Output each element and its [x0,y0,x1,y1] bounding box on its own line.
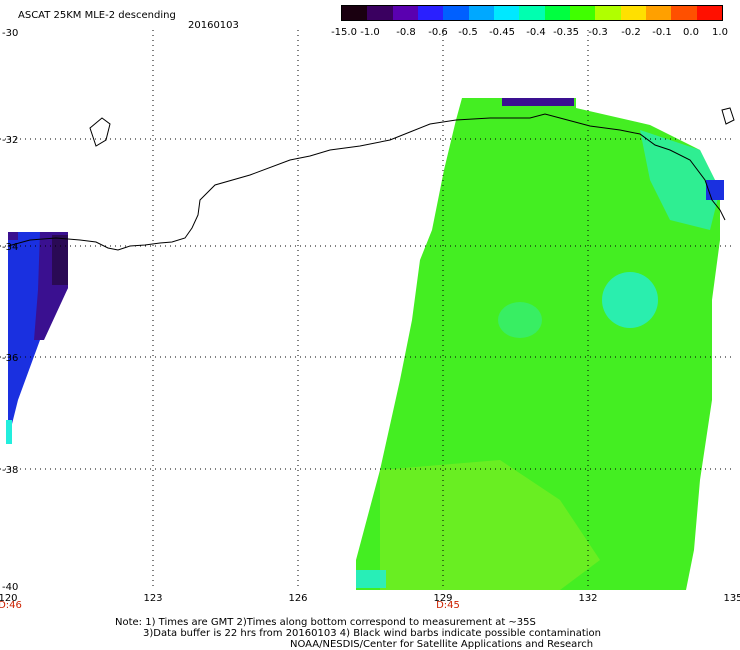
coastline [7,113,726,251]
lon-label: 126 [288,593,307,604]
color-swatch-5 [468,6,494,20]
island-east-coastline [721,107,735,125]
color-swatch-10 [595,6,621,20]
color-swatch-2 [392,6,418,20]
lon-label: 135 [723,593,740,604]
product-title: ASCAT 25KM MLE-2 descending [18,10,176,21]
color-swatch-12 [645,6,672,20]
color-scale-label: -0.8 [396,27,416,38]
color-scale-label: 1.0 [712,27,728,38]
swath-east-cyan-eddy [602,272,658,328]
lon-label: 129 [433,593,452,604]
color-scale-label: -15.0 [331,27,357,38]
lat-label: -34 [2,242,18,253]
color-scale-label: -0.2 [621,27,641,38]
lat-label: -36 [2,353,18,364]
color-swatch-6 [493,6,520,20]
note-line-2: 3)Data buffer is 22 hrs from 20160103 4)… [143,628,601,639]
color-scale-label: 0.0 [683,27,699,38]
swath-west-edge [8,232,18,240]
swath-west-tip [6,420,12,444]
lat-label: -32 [2,135,18,146]
product-date: 20160103 [188,20,239,31]
color-swatch-0 [342,6,368,20]
note-line-1: Note: 1) Times are GMT 2)Times along bot… [115,617,536,628]
swath-east-purple-top [502,98,574,106]
lon-label: 123 [143,593,162,604]
swath-east-cyan-bottom [356,570,386,588]
swath-east-lime [380,460,600,590]
swath-east-cyan-coast [640,130,720,230]
color-scale-label: -0.45 [489,27,515,38]
color-scale-label: -0.4 [526,27,546,38]
lon-label: 132 [578,593,597,604]
color-scale-label: -0.35 [553,27,579,38]
color-swatch-8 [544,6,570,20]
color-swatch-3 [417,6,444,20]
color-swatch-13 [671,6,697,20]
color-swatch-9 [569,6,596,20]
lon-label: 120 [0,593,18,604]
lat-label: -38 [2,465,18,476]
color-swatch-14 [696,6,722,20]
swath-west-dark [52,235,68,285]
color-scale-label: -0.6 [428,27,448,38]
island-coastline [89,117,111,147]
color-scale-label: -0.5 [458,27,478,38]
color-scale-bar [341,5,723,21]
color-scale-label: -0.3 [588,27,608,38]
lat-label: -30 [2,28,18,39]
color-swatch-11 [620,6,646,20]
color-swatch-7 [519,6,545,20]
color-scale-label: -1.0 [360,27,380,38]
lat-label: -40 [2,582,18,593]
time-label: D:46 [0,600,22,611]
swath-east-cyan-eddy-2 [498,302,542,338]
color-scale-label: -0.1 [652,27,672,38]
color-swatch-4 [443,6,469,20]
time-label: D:45 [436,600,460,611]
note-line-3: NOAA/NESDIS/Center for Satellite Applica… [290,639,594,650]
color-swatch-1 [367,6,393,20]
